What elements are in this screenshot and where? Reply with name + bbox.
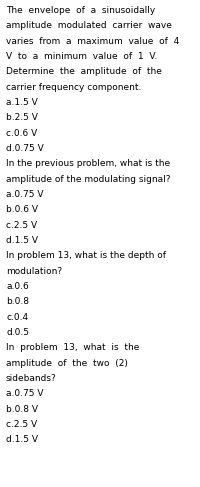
Text: b.0.8: b.0.8 [6, 297, 29, 306]
Text: varies  from  a  maximum  value  of  4: varies from a maximum value of 4 [6, 37, 178, 45]
Text: a.0.6: a.0.6 [6, 282, 29, 291]
Text: d.1.5 V: d.1.5 V [6, 236, 38, 245]
Text: c.2.5 V: c.2.5 V [6, 420, 37, 429]
Text: The  envelope  of  a  sinusoidally: The envelope of a sinusoidally [6, 6, 155, 15]
Text: b.2.5 V: b.2.5 V [6, 113, 38, 122]
Text: amplitude of the modulating signal?: amplitude of the modulating signal? [6, 174, 170, 184]
Text: b.0.8 V: b.0.8 V [6, 405, 38, 413]
Text: c.0.6 V: c.0.6 V [6, 129, 37, 137]
Text: amplitude  of  the  two  (2): amplitude of the two (2) [6, 358, 127, 368]
Text: V  to  a  minimum  value  of  1  V.: V to a minimum value of 1 V. [6, 52, 156, 61]
Text: b.0.6 V: b.0.6 V [6, 205, 38, 214]
Text: d.0.5: d.0.5 [6, 328, 29, 337]
Text: d.1.5 V: d.1.5 V [6, 435, 38, 444]
Text: d.0.75 V: d.0.75 V [6, 144, 44, 153]
Text: a.1.5 V: a.1.5 V [6, 98, 38, 107]
Text: In  problem  13,  what  is  the: In problem 13, what is the [6, 343, 139, 352]
Text: In the previous problem, what is the: In the previous problem, what is the [6, 159, 169, 168]
Text: c.0.4: c.0.4 [6, 313, 28, 321]
Text: sidebands?: sidebands? [6, 374, 56, 383]
Text: a.0.75 V: a.0.75 V [6, 389, 43, 398]
Text: Determine  the  amplitude  of  the: Determine the amplitude of the [6, 67, 161, 76]
Text: carrier frequency component.: carrier frequency component. [6, 82, 141, 92]
Text: c.2.5 V: c.2.5 V [6, 221, 37, 229]
Text: modulation?: modulation? [6, 266, 62, 276]
Text: amplitude  modulated  carrier  wave: amplitude modulated carrier wave [6, 21, 171, 30]
Text: In problem 13, what is the depth of: In problem 13, what is the depth of [6, 251, 165, 260]
Text: a.0.75 V: a.0.75 V [6, 190, 43, 199]
